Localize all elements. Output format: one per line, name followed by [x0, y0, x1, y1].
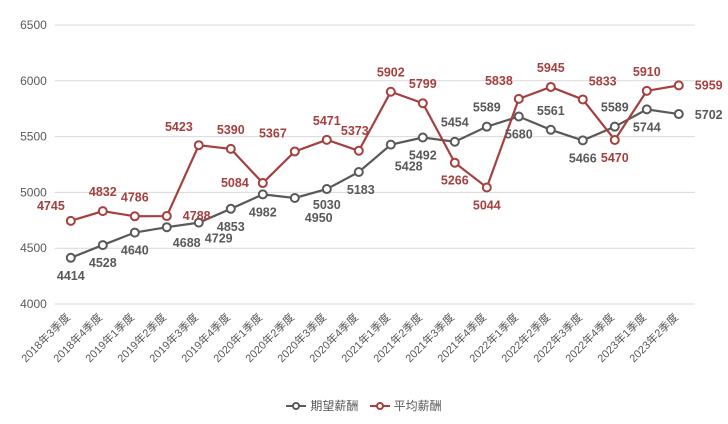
svg-text:5833: 5833	[589, 74, 617, 88]
svg-text:6000: 6000	[20, 74, 47, 88]
svg-text:4414: 4414	[57, 269, 85, 283]
svg-text:5454: 5454	[441, 116, 469, 130]
svg-text:5367: 5367	[259, 126, 287, 140]
svg-text:6500: 6500	[20, 18, 47, 32]
svg-text:5910: 5910	[633, 65, 661, 79]
svg-text:5030: 5030	[313, 198, 341, 212]
svg-text:5744: 5744	[633, 120, 661, 134]
svg-text:5561: 5561	[537, 104, 565, 118]
svg-text:5183: 5183	[347, 183, 375, 197]
svg-text:4950: 4950	[305, 211, 333, 225]
svg-text:5390: 5390	[217, 123, 245, 137]
svg-text:5838: 5838	[485, 74, 513, 88]
svg-text:5589: 5589	[601, 101, 629, 115]
svg-text:5799: 5799	[409, 77, 437, 91]
svg-text:4786: 4786	[121, 190, 149, 204]
svg-text:5423: 5423	[165, 120, 193, 134]
svg-text:5466: 5466	[569, 151, 597, 165]
svg-text:5373: 5373	[341, 124, 369, 138]
svg-text:5000: 5000	[20, 185, 47, 199]
svg-text:4528: 4528	[89, 256, 117, 270]
svg-text:5902: 5902	[377, 66, 405, 80]
svg-text:4788: 4788	[183, 209, 211, 223]
svg-text:5266: 5266	[441, 174, 469, 188]
svg-text:4982: 4982	[249, 205, 277, 219]
svg-text:5084: 5084	[221, 176, 249, 190]
svg-text:5959: 5959	[695, 78, 723, 92]
svg-text:4000: 4000	[20, 297, 47, 311]
svg-text:4640: 4640	[121, 244, 149, 258]
svg-text:4688: 4688	[173, 236, 201, 250]
svg-text:5589: 5589	[473, 101, 501, 115]
svg-text:5945: 5945	[537, 61, 565, 75]
svg-text:5702: 5702	[695, 108, 723, 122]
svg-text:4832: 4832	[89, 185, 117, 199]
svg-text:5680: 5680	[505, 128, 533, 142]
svg-text:5471: 5471	[313, 114, 341, 128]
svg-text:4853: 4853	[217, 220, 245, 234]
svg-text:5500: 5500	[20, 130, 47, 144]
svg-text:5492: 5492	[409, 148, 437, 162]
svg-text:5470: 5470	[601, 151, 629, 165]
svg-text:4500: 4500	[20, 241, 47, 255]
svg-text:4745: 4745	[37, 199, 65, 213]
svg-text:5044: 5044	[473, 198, 501, 212]
